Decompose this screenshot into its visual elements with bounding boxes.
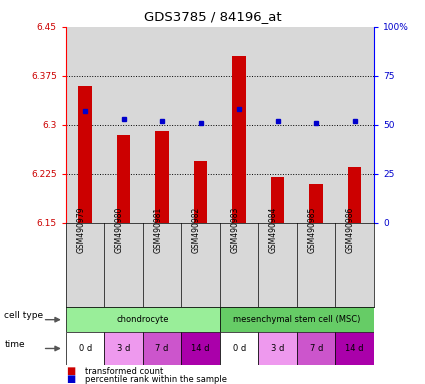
Bar [232,56,246,223]
Text: 0 d: 0 d [232,344,246,353]
Text: cell type: cell type [4,311,43,320]
Text: 7 d: 7 d [309,344,323,353]
Text: GSM490984: GSM490984 [269,206,278,253]
Text: transformed count: transformed count [85,367,163,376]
Bar [143,332,181,365]
Bar [271,177,284,223]
Bar [335,332,374,365]
Text: 3 d: 3 d [117,344,130,353]
Text: 14 d: 14 d [346,344,364,353]
Text: GSM490985: GSM490985 [307,206,316,253]
Text: GSM490981: GSM490981 [153,206,162,253]
Text: chondrocyte: chondrocyte [116,315,169,324]
Bar [117,135,130,223]
Text: GSM490979: GSM490979 [76,206,85,253]
Bar [258,332,297,365]
Bar [348,167,362,223]
Text: percentile rank within the sample: percentile rank within the sample [85,375,227,384]
Text: GDS3785 / 84196_at: GDS3785 / 84196_at [144,10,281,23]
Text: time: time [4,340,25,349]
Bar [78,86,92,223]
Text: ■: ■ [66,374,75,384]
Bar [181,332,220,365]
Text: GSM490982: GSM490982 [192,206,201,253]
Text: GSM490983: GSM490983 [230,206,239,253]
Bar [309,184,323,223]
Text: 14 d: 14 d [191,344,210,353]
Bar [66,307,220,332]
Bar [105,332,143,365]
Bar [194,161,207,223]
Text: 7 d: 7 d [156,344,169,353]
Text: 3 d: 3 d [271,344,284,353]
Bar [297,332,335,365]
Bar [156,131,169,223]
Bar [66,332,105,365]
Text: GSM490980: GSM490980 [115,206,124,253]
Bar [220,332,258,365]
Text: mesenchymal stem cell (MSC): mesenchymal stem cell (MSC) [233,315,361,324]
Text: GSM490986: GSM490986 [346,206,355,253]
Text: 0 d: 0 d [79,344,92,353]
Text: ■: ■ [66,366,75,376]
Bar [220,307,374,332]
